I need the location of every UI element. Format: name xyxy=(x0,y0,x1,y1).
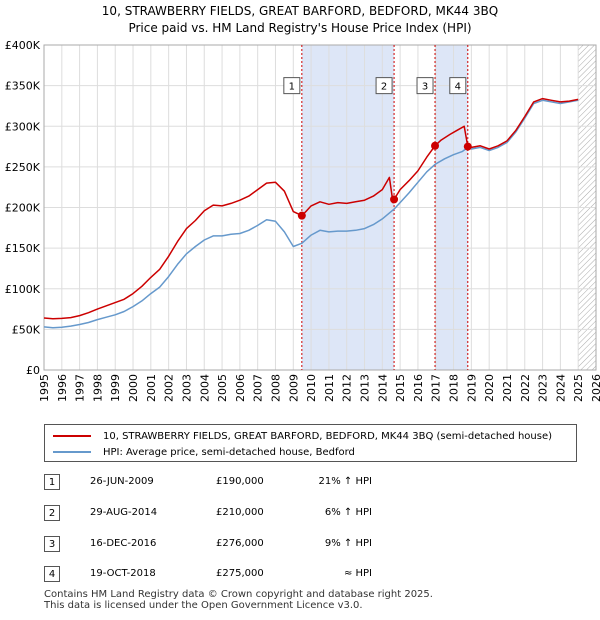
x-tick-label: 1996 xyxy=(56,374,69,402)
y-tick-label: £300K xyxy=(5,120,41,133)
x-tick-label: 2011 xyxy=(323,374,336,402)
x-tick-label: 2022 xyxy=(519,374,532,402)
sale-point xyxy=(297,211,306,220)
y-tick-label: £100K xyxy=(5,283,41,296)
x-tick-label: 1997 xyxy=(74,374,87,402)
sale-label-number: 1 xyxy=(289,82,295,93)
price-chart: £0 £50K £100K £150K £200K £250K £300K £350K £400… xyxy=(5,39,600,402)
row-date: 26-JUN-2009 xyxy=(90,476,154,487)
sale-label-number: 4 xyxy=(455,82,461,93)
row-price: £275,000 xyxy=(216,568,264,579)
sale-point xyxy=(431,141,440,150)
x-tick-label: 2018 xyxy=(448,374,461,402)
footer: Contains HM Land Registry data © Crown c… xyxy=(44,589,433,611)
x-tick-label: 2023 xyxy=(537,374,550,402)
x-tick-label: 1995 xyxy=(38,374,51,402)
x-tick-label: 2025 xyxy=(572,374,585,402)
sale-label-box xyxy=(375,77,393,95)
x-tick-label: 2005 xyxy=(216,374,229,402)
y-tick-label: £350K xyxy=(5,80,41,93)
x-tick-label: 2012 xyxy=(341,374,354,402)
footer-line-1: Contains HM Land Registry data © Crown c… xyxy=(44,589,433,600)
legend-item-hpi: HPI: Average price, semi-detached house,… xyxy=(53,444,355,460)
x-tick-label: 2019 xyxy=(465,374,478,402)
row-hpi: 6% ↑ HPI xyxy=(324,507,372,518)
x-tick-label: 2001 xyxy=(145,374,158,402)
x-tick-label: 2002 xyxy=(163,374,176,402)
row-date: 19-OCT-2018 xyxy=(90,568,156,579)
x-tick-label: 2004 xyxy=(198,374,211,402)
sale-label-box xyxy=(283,77,301,95)
row-number: 3 xyxy=(44,536,60,552)
x-tick-label: 2013 xyxy=(359,374,372,402)
row-price: £190,000 xyxy=(216,476,264,487)
y-tick-label: £250K xyxy=(5,161,41,174)
row-price: £210,000 xyxy=(216,507,264,518)
y-tick-label: £0 xyxy=(26,364,40,377)
x-tick-label: 2008 xyxy=(269,374,282,402)
x-tick-label: 2020 xyxy=(483,374,496,402)
legend-label-property: 10, STRAWBERRY FIELDS, GREAT BARFORD, BE… xyxy=(103,430,553,442)
sale-label-number: 2 xyxy=(381,82,387,93)
row-price: £276,000 xyxy=(216,538,264,549)
row-hpi: 9% ↑ HPI xyxy=(324,538,372,549)
x-tick-label: 2017 xyxy=(430,374,443,402)
row-number: 1 xyxy=(44,474,60,490)
x-tick-label: 2003 xyxy=(180,374,193,402)
legend-swatch-property xyxy=(53,435,91,437)
legend-item-property: 10, STRAWBERRY FIELDS, GREAT BARFORD, BE… xyxy=(53,428,552,444)
x-tick-label: 2007 xyxy=(252,374,265,402)
legend-swatch-hpi xyxy=(53,451,91,453)
chart-title: 10, STRAWBERRY FIELDS, GREAT BARFORD, BE… xyxy=(0,3,600,37)
title-line-2: Price paid vs. HM Land Registry's House … xyxy=(128,21,472,35)
sale-label-box xyxy=(449,77,467,95)
x-tick-label: 2015 xyxy=(394,374,407,402)
sale-point xyxy=(463,142,472,151)
property-price-line xyxy=(43,97,579,320)
legend-label-hpi: HPI: Average price, semi-detached house,… xyxy=(103,446,355,458)
footer-line-2: This data is licensed under the Open Gov… xyxy=(44,600,363,611)
row-date: 29-AUG-2014 xyxy=(90,507,158,518)
x-tick-label: 2014 xyxy=(376,374,389,402)
sale-point xyxy=(390,195,399,204)
x-tick-label: 2016 xyxy=(412,374,425,402)
hpi-line xyxy=(43,99,579,329)
y-tick-label: £150K xyxy=(5,242,41,255)
x-tick-label: 1998 xyxy=(91,374,104,402)
table-row: 3 16-DEC-2016 £276,000 9% ↑ HPI xyxy=(44,536,584,554)
plot-frame xyxy=(43,44,597,371)
x-tick-label: 2006 xyxy=(234,374,247,402)
row-date: 16-DEC-2016 xyxy=(90,538,157,549)
table-row: 2 29-AUG-2014 £210,000 6% ↑ HPI xyxy=(44,505,584,523)
y-tick-label: £50K xyxy=(12,323,41,336)
row-number: 2 xyxy=(44,505,60,521)
x-tick-label: 1999 xyxy=(109,374,122,402)
sale-label-number: 3 xyxy=(422,82,428,93)
x-tick-label: 2024 xyxy=(554,374,567,402)
x-tick-label: 2000 xyxy=(127,374,140,402)
row-hpi: 21% ↑ HPI xyxy=(318,476,372,487)
x-tick-label: 2010 xyxy=(305,374,318,402)
title-line-1: 10, STRAWBERRY FIELDS, GREAT BARFORD, BE… xyxy=(101,4,499,18)
x-tick-label: 2009 xyxy=(287,374,300,402)
table-row: 1 26-JUN-2009 £190,000 21% ↑ HPI xyxy=(44,474,584,492)
x-tick-label: 2021 xyxy=(501,374,514,402)
row-hpi: ≈ HPI xyxy=(343,568,372,579)
y-tick-label: £200K xyxy=(5,202,41,215)
y-tick-label: £400K xyxy=(5,39,41,52)
legend: 10, STRAWBERRY FIELDS, GREAT BARFORD, BE… xyxy=(44,424,577,462)
x-tick-label: 2026 xyxy=(590,374,600,402)
sale-label-box xyxy=(416,77,434,95)
row-number: 4 xyxy=(44,566,60,582)
table-row: 4 19-OCT-2018 £275,000 ≈ HPI xyxy=(44,566,584,584)
